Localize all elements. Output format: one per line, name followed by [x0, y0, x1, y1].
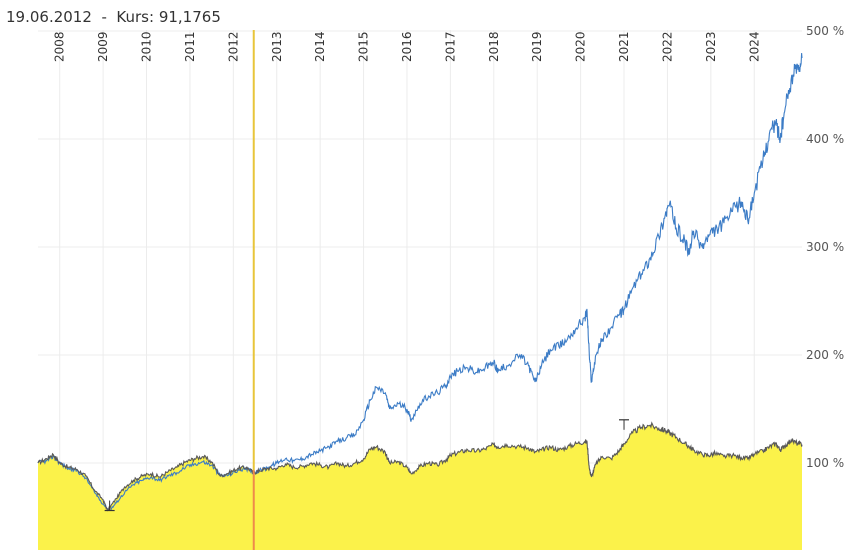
y-tick-500: 500 % [806, 24, 844, 38]
x-tick-2024: 2024 [747, 31, 761, 62]
benchmark-line [37, 53, 803, 512]
fund-area-fill [38, 423, 802, 550]
x-tick-2023: 2023 [704, 31, 718, 62]
y-tick-400: 400 % [806, 132, 844, 146]
fund-line [37, 421, 803, 512]
x-tick-2018: 2018 [487, 31, 501, 62]
x-tick-2020: 2020 [574, 31, 588, 62]
x-tick-2014: 2014 [313, 31, 327, 62]
y-tick-100: 100 % [806, 456, 844, 470]
x-tick-2012: 2012 [226, 31, 240, 62]
y-axis-ticks: 100 % 200 % 300 % 400 % 500 % [806, 24, 844, 470]
header-price-label: Kurs: [116, 8, 155, 26]
chart-header: 19.06.2012 - Kurs: 91,1765 [6, 8, 221, 26]
header-separator: - [101, 8, 107, 26]
x-tick-2021: 2021 [617, 31, 631, 62]
x-tick-2016: 2016 [400, 31, 414, 62]
y-tick-200: 200 % [806, 348, 844, 362]
x-tick-2008: 2008 [53, 31, 67, 62]
fund-fill-area [38, 423, 802, 550]
x-tick-2017: 2017 [443, 31, 457, 62]
x-tick-2022: 2022 [660, 31, 674, 62]
extreme-markers [104, 419, 630, 512]
y-tick-300: 300 % [806, 240, 844, 254]
x-tick-2011: 2011 [183, 31, 197, 62]
x-tick-2010: 2010 [140, 31, 154, 62]
x-tick-2013: 2013 [270, 31, 284, 62]
series-lines [37, 53, 803, 512]
x-tick-2019: 2019 [530, 31, 544, 62]
header-date: 19.06.2012 [6, 8, 92, 26]
x-axis-ticks: 2008 2009 2010 2011 2012 2013 2014 2015 2016 2017… [53, 31, 762, 62]
header-price-value: 91,1765 [158, 8, 221, 26]
x-tick-2015: 2015 [357, 31, 371, 62]
x-tick-2009: 2009 [96, 31, 110, 62]
